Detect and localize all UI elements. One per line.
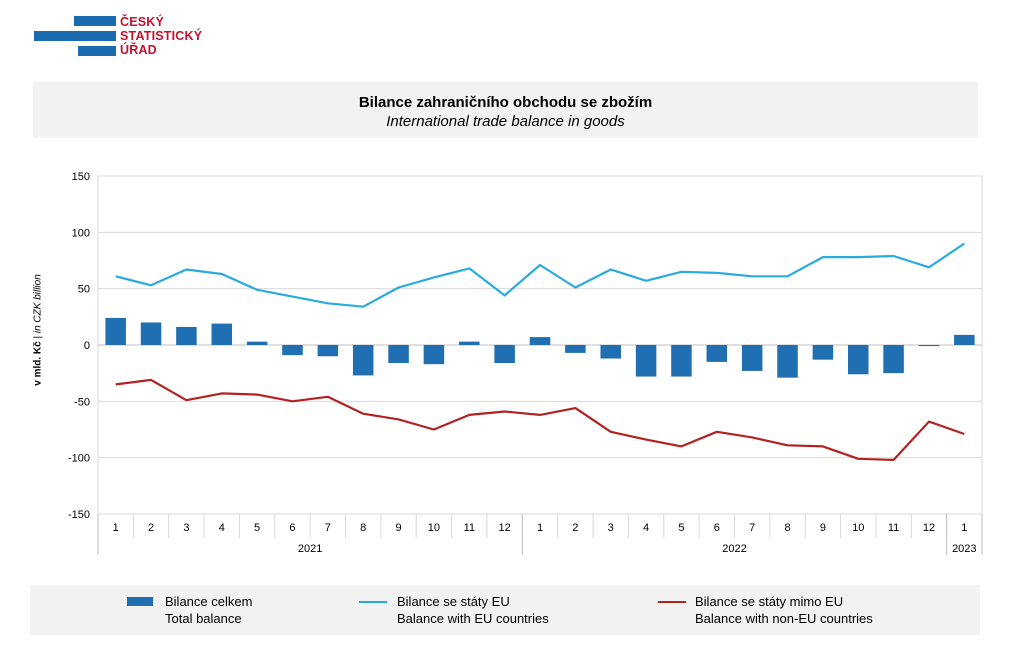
bar-total-balance (918, 345, 940, 347)
line-non-eu-balance (115, 378, 965, 461)
x-tick-label: 4 (219, 522, 225, 534)
line-eu-balance (115, 242, 965, 308)
y-tick-label: 50 (78, 284, 90, 296)
bar-total-balance (883, 345, 904, 374)
bar-total-balance (529, 337, 551, 345)
logo-text: ČESKÝ STATISTICKÝ ÚŘAD (120, 15, 202, 57)
y-tick-label: 0 (84, 340, 90, 352)
legend-item-non-eu-balance: Bilance se státy mimo EU Balance with no… (695, 593, 873, 627)
x-tick-label: 4 (643, 522, 649, 534)
x-tick-label: 11 (464, 522, 475, 534)
bar-total-balance (246, 341, 268, 345)
x-tick-label: 5 (254, 522, 260, 534)
bar-total-balance (706, 345, 728, 362)
x-tick-label: 3 (608, 522, 614, 534)
x-tick-label: 10 (428, 522, 440, 534)
chart-subtitle: International trade balance in goods (386, 113, 625, 130)
x-tick-label: 2 (148, 522, 154, 534)
legend-label-en: Balance with EU countries (397, 611, 549, 626)
chart-title: Bilance zahraničního obchodu se zbožím (358, 94, 653, 111)
legend-label-cz: Bilance se státy mimo EU (695, 594, 844, 609)
y-tick-label: -150 (68, 509, 90, 521)
bar-total-balance (211, 323, 233, 345)
x-tick-label: 11 (888, 522, 899, 534)
bar-total-balance (954, 334, 975, 345)
y-tick-label: -50 (74, 396, 90, 408)
x-tick-label: 6 (714, 522, 720, 534)
x-tick-label: 3 (183, 522, 189, 534)
year-label: 2023 (952, 543, 976, 555)
x-tick-label: 8 (360, 522, 366, 534)
chart-title-box: Bilance zahraničního obchodu se zbožím I… (33, 82, 978, 138)
y-tick-label: 100 (72, 227, 90, 239)
x-tick-label: 10 (852, 522, 864, 534)
y-tick-label: -100 (68, 453, 90, 465)
bar-total-balance (494, 345, 515, 364)
legend-label-en: Balance with non-EU countries (695, 611, 873, 626)
x-tick-label: 9 (395, 522, 401, 534)
logo-line-2: STATISTICKÝ (120, 29, 203, 43)
year-label: 2021 (298, 543, 322, 555)
legend-item-eu-balance: Bilance se státy EU Balance with EU coun… (397, 593, 549, 627)
legend: Bilance celkem Total balance Bilance se … (30, 585, 980, 635)
x-tick-label: 8 (784, 522, 790, 534)
year-label: 2022 (722, 543, 746, 555)
bar-total-balance (317, 345, 339, 357)
logo-bar-middle (34, 31, 116, 41)
legend-symbol-non-eu-balance (658, 601, 686, 603)
x-tick-label: 5 (678, 522, 684, 534)
x-tick-label: 12 (499, 522, 511, 534)
x-tick-label: 1 (537, 522, 543, 534)
bar-total-balance (176, 326, 197, 345)
x-tick-label: 1 (113, 522, 119, 534)
legend-symbol-eu-balance (359, 601, 387, 603)
bar-total-balance (282, 345, 303, 356)
legend-item-total-balance: Bilance celkem Total balance (165, 593, 252, 627)
bar-total-balance (600, 345, 621, 359)
bar-total-balance (459, 341, 480, 345)
bar-total-balance (352, 345, 374, 376)
x-tick-label: 6 (289, 522, 295, 534)
bar-total-balance (423, 345, 445, 365)
bar-total-balance (741, 345, 763, 371)
bar-total-balance (847, 345, 869, 375)
y-tick-label: 150 (72, 171, 90, 183)
x-tick-label: 2 (572, 522, 578, 534)
logo-bar-bottom (78, 46, 116, 56)
bar-total-balance (671, 345, 692, 377)
bar-total-balance (140, 322, 162, 345)
bar-total-balance (812, 345, 834, 360)
x-tick-label: 12 (923, 522, 935, 534)
bar-total-balance (105, 317, 126, 345)
bar-total-balance (565, 345, 586, 353)
legend-label-en: Total balance (165, 611, 242, 626)
x-tick-label: 1 (961, 522, 967, 534)
logo-line-3: ÚŘAD (120, 43, 157, 57)
x-tick-label: 9 (820, 522, 826, 534)
legend-symbol-total-balance (127, 597, 153, 606)
logo-bar-top (74, 16, 116, 26)
x-tick-label: 7 (749, 522, 755, 534)
bar-total-balance (777, 345, 798, 378)
x-tick-label: 7 (325, 522, 331, 534)
csu-logo: ČESKÝ STATISTICKÝ ÚŘAD (34, 14, 214, 58)
logo-line-1: ČESKÝ (120, 15, 165, 29)
legend-label-cz: Bilance celkem (165, 594, 253, 609)
bar-total-balance (635, 345, 657, 377)
legend-label-cz: Bilance se státy EU (397, 594, 510, 609)
bar-total-balance (388, 345, 409, 364)
